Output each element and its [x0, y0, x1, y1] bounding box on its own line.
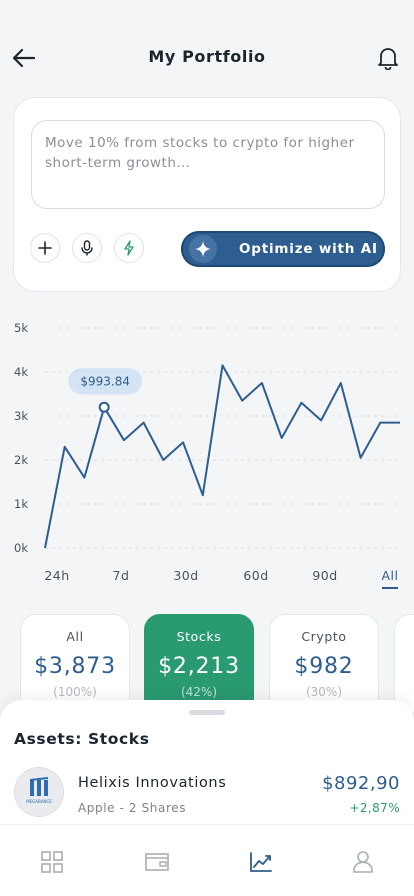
card-value: $3,873: [34, 654, 116, 679]
y-tick-label: 4k: [14, 365, 28, 379]
nav-profile[interactable]: [348, 847, 378, 877]
tooltip-value: $993.84: [80, 375, 130, 389]
range-tab-all[interactable]: All: [382, 568, 399, 583]
y-tick-label: 3k: [14, 409, 28, 423]
optimize-label: Optimize with AI: [239, 241, 378, 257]
line-chart: 0k 1k 2k 3k 4k 5k $993.84 24h 7d 30d 60d 90d All: [14, 321, 400, 589]
card-percent: (42%): [180, 685, 218, 699]
portfolio-chart: 0k 1k 2k 3k 4k 5k $993.84 24h 7d 30d 60d 90d All: [0, 315, 414, 605]
range-tab-60d[interactable]: 60d: [243, 568, 268, 583]
notifications-button[interactable]: [374, 44, 402, 72]
range-tab-7d[interactable]: 7d: [113, 568, 130, 583]
grid-icon: [41, 851, 63, 873]
sheet-handle[interactable]: [189, 710, 225, 715]
profile-icon: [353, 851, 373, 873]
assets-title: Assets: Stocks: [14, 730, 150, 748]
y-tick-label: 2k: [14, 453, 28, 467]
card-percent: (100%): [53, 685, 97, 699]
card-stocks[interactable]: Stocks $2,213 (42%): [144, 614, 254, 714]
category-cards: All $3,873 (100%) Stocks $2,213 (42%) Cr…: [0, 614, 414, 714]
card-label: All: [66, 629, 84, 644]
card-crypto[interactable]: Crypto $982 (30%): [269, 614, 379, 714]
card-label: Stocks: [176, 629, 222, 644]
bottom-nav: [0, 824, 414, 896]
nav-wallet[interactable]: [142, 847, 172, 877]
card-more[interactable]: [394, 614, 414, 714]
back-button[interactable]: [10, 44, 38, 72]
plus-icon: [38, 241, 52, 255]
lightning-icon: [124, 240, 134, 256]
card-label: Crypto: [301, 629, 347, 644]
y-tick-label: 1k: [14, 497, 28, 511]
chart-icon: [250, 852, 272, 872]
nav-dashboard[interactable]: [37, 847, 67, 877]
wallet-icon: [145, 853, 169, 871]
microphone-icon: [81, 240, 93, 256]
y-tick-label: 5k: [14, 321, 28, 335]
header: My Portfolio: [0, 0, 414, 100]
range-tab-30d[interactable]: 30d: [173, 568, 198, 583]
card-value: $2,213: [158, 654, 240, 679]
asset-change: +2,87%: [349, 801, 400, 815]
tooltip-bubble: [68, 368, 143, 395]
arrow-left-icon: [12, 48, 36, 68]
asset-price: $892,90: [322, 773, 400, 794]
voice-button[interactable]: [72, 233, 102, 263]
card-all[interactable]: All $3,873 (100%): [20, 614, 130, 714]
y-tick-label: 0k: [14, 541, 28, 555]
asset-name: Helixis Innovations: [78, 775, 227, 791]
quick-action-button[interactable]: [114, 233, 144, 263]
bell-icon: [378, 48, 398, 70]
optimize-with-ai-button[interactable]: Optimize with AI: [181, 231, 385, 267]
add-button[interactable]: [30, 233, 60, 263]
card-value: $982: [294, 654, 354, 679]
ai-prompt-card: Optimize with AI: [13, 97, 401, 292]
range-tab-90d[interactable]: 90d: [312, 568, 337, 583]
sparkle-icon: [189, 235, 217, 263]
logo-text: MEGABANCE: [26, 799, 52, 804]
page-title: My Portfolio: [148, 47, 266, 66]
company-logo: MEGABANCE: [14, 767, 64, 817]
highlight-point: [98, 401, 110, 413]
range-tab-24h[interactable]: 24h: [44, 568, 69, 583]
asset-row[interactable]: MEGABANCE Helixis Innovations Apple - 2 …: [14, 767, 400, 823]
asset-holding: Apple - 2 Shares: [78, 801, 187, 815]
nav-analytics[interactable]: [246, 847, 276, 877]
card-percent: (30%): [305, 685, 343, 699]
prompt-input[interactable]: [31, 120, 385, 209]
